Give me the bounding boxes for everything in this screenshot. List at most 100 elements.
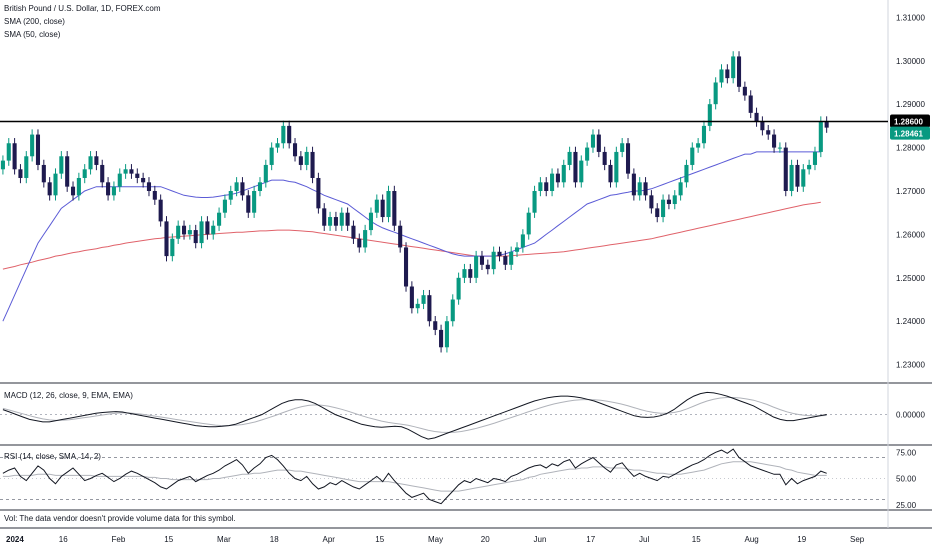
macd-line — [2, 391, 827, 440]
candle-body — [146, 182, 152, 191]
candle-body — [579, 160, 584, 183]
candle-body — [760, 121, 765, 131]
candle-body — [292, 143, 298, 157]
candle-body — [520, 234, 525, 248]
candle-body — [6, 143, 11, 161]
candle-body — [550, 173, 555, 191]
candle-body — [222, 199, 227, 213]
candle-body — [170, 238, 175, 257]
time-tick-label: Mar — [217, 535, 231, 544]
candle-body — [602, 151, 607, 165]
candle-body — [678, 182, 683, 196]
candle-body — [795, 164, 800, 187]
candle-body — [719, 69, 724, 83]
candle-body — [801, 169, 806, 187]
price-tick-label: 1.25000 — [896, 274, 925, 283]
sma200-legend: SMA (200, close) — [4, 17, 65, 26]
rsi-tick-label: 50.00 — [896, 475, 917, 484]
candle-body — [386, 191, 391, 218]
candle-body — [625, 143, 631, 174]
candle-body — [18, 169, 23, 178]
last-price-badge — [890, 126, 930, 140]
candle-body — [106, 182, 111, 196]
candle-body — [672, 195, 677, 205]
candle-body — [573, 151, 578, 183]
time-tick-label: 15 — [375, 535, 384, 544]
resistance-label: 1.28600 — [894, 118, 923, 127]
time-tick-label: Jun — [534, 535, 547, 544]
candle-body — [374, 199, 379, 213]
candle-body — [585, 147, 590, 161]
candle-body — [701, 125, 707, 144]
candle-body — [65, 156, 70, 187]
candle-body — [661, 199, 666, 218]
candle-body — [655, 208, 660, 218]
candle-body — [368, 212, 374, 231]
candle-body — [439, 329, 444, 348]
candle-body — [415, 303, 420, 309]
candle-body — [421, 295, 426, 304]
candle-body — [590, 134, 596, 148]
candle-body — [818, 121, 823, 152]
candle-body — [643, 182, 648, 196]
candle-body — [450, 299, 455, 322]
candle-body — [555, 173, 560, 183]
candle-body — [94, 156, 99, 165]
candle-body — [234, 182, 239, 191]
candle-body — [193, 230, 198, 244]
candle-body — [310, 151, 315, 178]
candle-body — [12, 143, 17, 170]
candle-body — [731, 56, 736, 79]
candle-body — [100, 164, 105, 183]
candle-body — [59, 156, 64, 174]
candle-body — [514, 247, 520, 252]
candle-body — [509, 251, 514, 265]
candle-body — [666, 199, 671, 205]
candle-body — [287, 125, 292, 144]
candle-body — [70, 186, 76, 196]
candle-body — [456, 277, 461, 300]
candle-body — [474, 256, 479, 278]
candle-body — [199, 221, 204, 244]
candle-body — [812, 151, 818, 165]
candle-body — [47, 182, 52, 196]
candle-body — [748, 95, 753, 113]
candle-body — [503, 256, 508, 265]
candle-body — [532, 191, 537, 213]
candle-body — [538, 182, 543, 191]
candle-body — [240, 182, 245, 196]
candle-body — [707, 104, 712, 126]
candle-body — [772, 134, 777, 148]
candle-body — [363, 230, 368, 248]
resistance-badge — [890, 114, 930, 128]
candle-body — [736, 56, 742, 87]
candle-body — [41, 164, 46, 183]
rsi-legend: RSI (14, close, SMA, 14, 2) — [4, 452, 101, 461]
candle-body — [696, 143, 701, 148]
candle-body — [567, 151, 572, 165]
candle-body — [76, 177, 81, 196]
candle-body — [614, 151, 619, 183]
candle-body — [257, 182, 263, 191]
candle-body — [433, 321, 438, 330]
candle-body — [82, 169, 87, 178]
price-tick-label: 1.31000 — [896, 13, 925, 22]
candle-body — [637, 182, 642, 196]
candle-body — [427, 295, 432, 322]
candle-body — [30, 134, 35, 157]
candle-body — [713, 82, 718, 105]
time-tick-label: May — [428, 535, 443, 544]
candle-body — [783, 147, 788, 191]
candle-body — [561, 164, 566, 183]
volume-note: Vol: The data vendor doesn't provide vol… — [4, 514, 236, 523]
price-tick-label: 1.28000 — [896, 144, 925, 153]
candle-body — [187, 230, 192, 235]
candle-body — [88, 156, 93, 170]
candle-body — [333, 217, 338, 226]
candle-body — [526, 212, 531, 235]
rsi-line — [2, 448, 827, 505]
price-tick-label: 1.24000 — [896, 317, 925, 326]
candle-body — [777, 147, 782, 149]
price-tick-label: 1.30000 — [896, 57, 925, 66]
time-tick-label: Aug — [745, 535, 759, 544]
